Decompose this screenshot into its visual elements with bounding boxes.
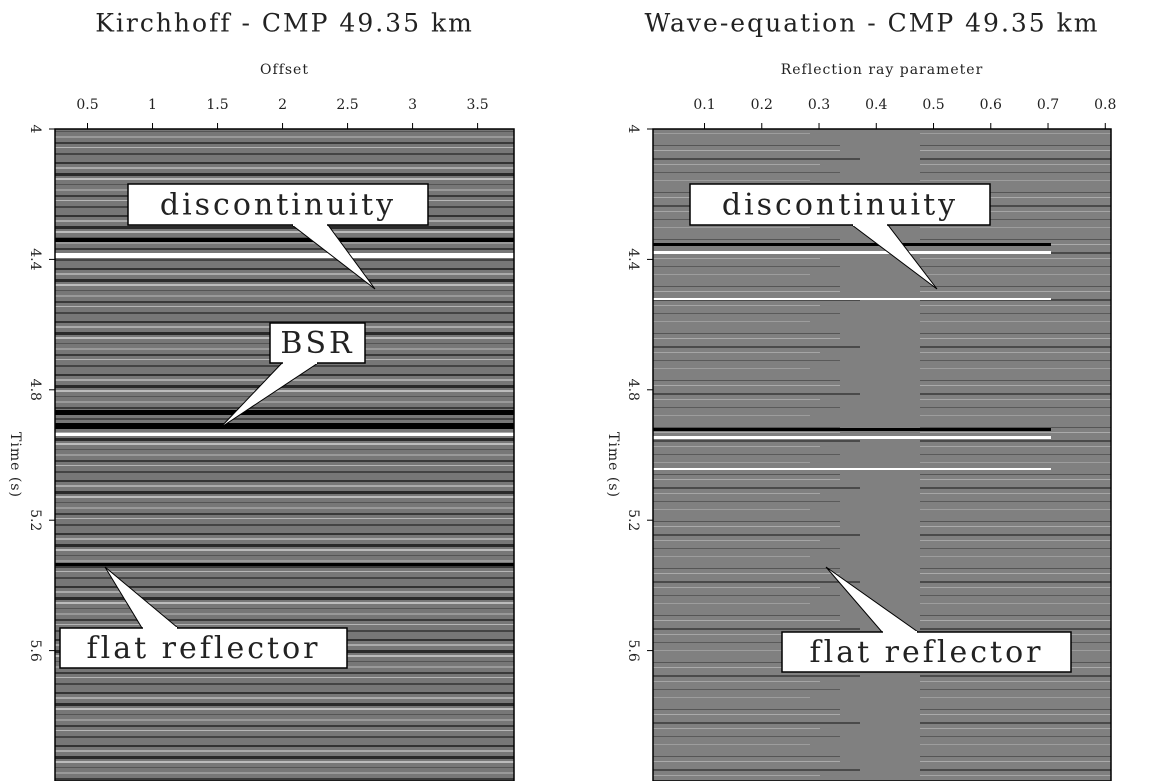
reflector-band [653,243,1051,246]
annotation: discontinuity [722,188,958,223]
x-tick-label: 0.3 [808,97,830,113]
chart-title: Kirchhoff - CMP 49.35 km [95,9,474,38]
reflector-band [653,468,1051,470]
annotation: BSR [280,326,354,361]
x-tick-label: 1 [148,97,157,113]
callout-box [269,322,366,364]
reflector-band [55,563,514,566]
y-tick-label: 4 [625,125,641,134]
callout-box [781,631,1072,673]
reflector-band [55,423,514,429]
x-axis-label: Offset [260,62,309,78]
x-tick-label: 0.2 [751,97,773,113]
y-tick-label: 5.6 [27,639,43,661]
y-tick-label: 4 [27,125,43,134]
x-tick-label: 0.4 [865,97,887,113]
y-tick-label: 4.8 [27,379,43,401]
y-axis-label: Time (s) [605,432,621,498]
annotation: flat reflector [810,635,1044,670]
y-axis-label: Time (s) [7,432,23,498]
y-tick-label: 4.4 [27,248,43,270]
x-axis-label: Reflection ray parameter [781,62,984,78]
reflector-band [55,433,514,436]
x-tick-label: 2.5 [336,97,358,113]
y-tick-label: 4.8 [625,379,641,401]
seismic-image [55,129,514,781]
reflector-band [653,428,1051,431]
x-tick-label: 3.5 [466,97,488,113]
plot-frame [652,128,1112,781]
x-tick-label: 0.8 [1094,97,1116,113]
y-tick-label: 5.2 [625,509,641,531]
x-tick-label: 1.5 [206,97,228,113]
plot-frame [54,128,515,781]
y-tick-label: 4.4 [625,248,641,270]
x-tick-label: 0.1 [693,97,715,113]
x-tick-label: 0.5 [922,97,944,113]
x-tick-label: 0.7 [1037,97,1059,113]
reflector-band [653,436,1051,439]
reflector-band [653,251,1051,254]
y-tick-label: 5.6 [625,639,641,661]
annotation: discontinuity [160,188,396,223]
callout-box [127,183,429,226]
x-tick-label: 2 [278,97,287,113]
y-tick-label: 5.2 [27,509,43,531]
callout-box [689,183,991,226]
x-tick-label: 0.6 [980,97,1002,113]
reflector-band [55,253,514,258]
x-tick-label: 3 [408,97,417,113]
chart-title: Wave-equation - CMP 49.35 km [645,9,1100,38]
reflector-band [55,238,514,242]
annotation: flat reflector [87,631,321,666]
reflector-band [55,410,514,415]
reflector-band [653,298,1051,300]
x-tick-label: 0.5 [76,97,98,113]
callout-box [59,627,348,669]
